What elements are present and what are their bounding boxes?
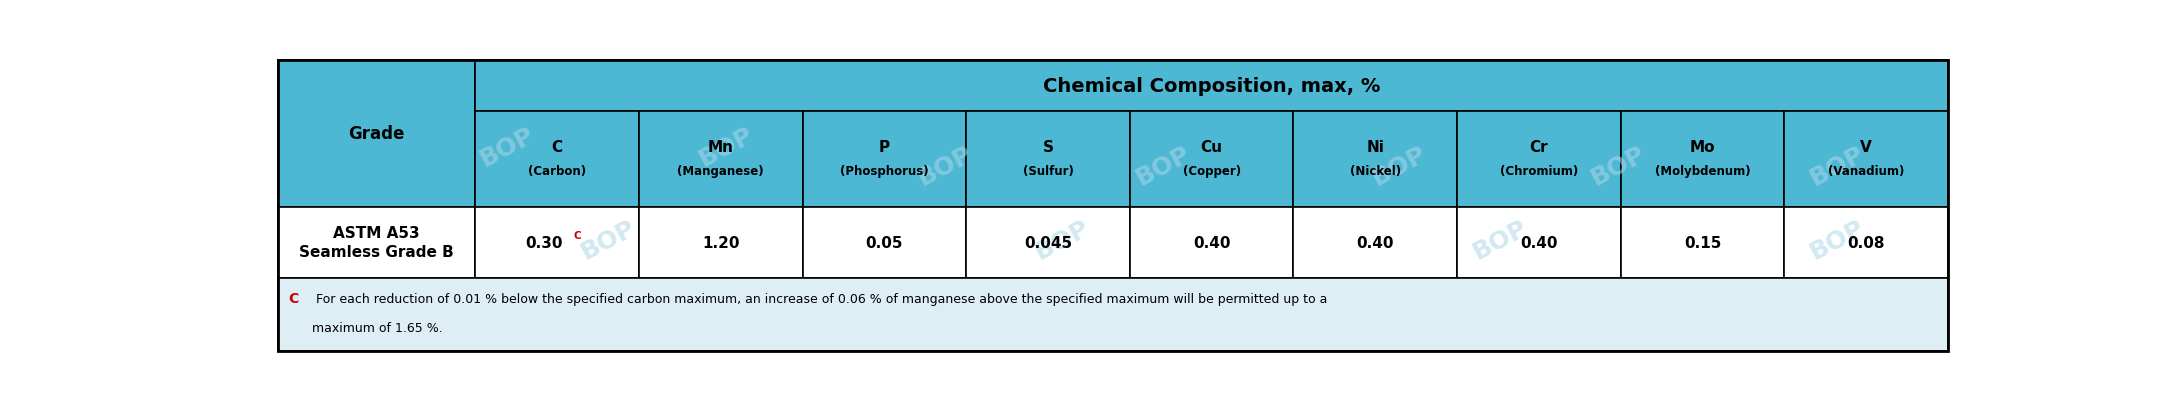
Bar <box>639 111 804 207</box>
Text: C: C <box>573 231 582 241</box>
Text: (Copper): (Copper) <box>1182 165 1240 178</box>
Bar <box>278 61 476 207</box>
Text: C: C <box>289 292 298 306</box>
Bar <box>476 111 639 207</box>
Text: BOP: BOP <box>476 123 539 171</box>
Text: (Carbon): (Carbon) <box>528 165 586 178</box>
Text: BOP: BOP <box>914 141 975 190</box>
Text: V: V <box>1861 139 1872 154</box>
Text: maximum of 1.65 %.: maximum of 1.65 %. <box>313 321 443 334</box>
Bar <box>967 207 1129 278</box>
Text: 1.20: 1.20 <box>702 235 738 250</box>
Text: 0.05: 0.05 <box>867 235 904 250</box>
Bar <box>278 207 476 278</box>
Text: C: C <box>552 139 563 154</box>
Text: BOP: BOP <box>578 215 639 264</box>
Text: (Vanadium): (Vanadium) <box>1829 165 1905 178</box>
Text: BOP: BOP <box>1032 215 1095 264</box>
Text: (Phosphorus): (Phosphorus) <box>841 165 930 178</box>
Bar <box>1295 111 1457 207</box>
Bar <box>639 207 804 278</box>
Bar <box>1129 207 1295 278</box>
Text: ASTM A53: ASTM A53 <box>334 226 419 241</box>
Text: BOP: BOP <box>1805 141 1868 190</box>
Text: Cu: Cu <box>1201 139 1223 154</box>
Text: (Nickel): (Nickel) <box>1349 165 1401 178</box>
Bar <box>1457 111 1620 207</box>
Text: Mn: Mn <box>708 139 734 154</box>
Text: 0.40: 0.40 <box>1192 235 1229 250</box>
Text: BOP: BOP <box>1805 215 1868 264</box>
Text: 0.045: 0.045 <box>1023 235 1073 250</box>
Text: S: S <box>1043 139 1053 154</box>
Text: (Sulfur): (Sulfur) <box>1023 165 1073 178</box>
Text: BOP: BOP <box>1132 141 1195 190</box>
Bar <box>804 207 967 278</box>
Text: BOP: BOP <box>695 123 758 171</box>
Text: BOP: BOP <box>1588 141 1649 190</box>
Text: Ni: Ni <box>1366 139 1384 154</box>
Bar <box>804 111 967 207</box>
Text: Grade: Grade <box>348 125 404 143</box>
Text: 0.30: 0.30 <box>526 235 563 250</box>
Text: 0.40: 0.40 <box>1520 235 1557 250</box>
Text: 0.08: 0.08 <box>1848 235 1885 250</box>
Bar <box>967 111 1129 207</box>
Text: 0.15: 0.15 <box>1683 235 1720 250</box>
Bar <box>1620 207 1785 278</box>
Bar <box>1785 111 1948 207</box>
Text: Mo: Mo <box>1690 139 1716 154</box>
Bar <box>1620 111 1785 207</box>
Bar <box>1457 207 1620 278</box>
Text: (Molybdenum): (Molybdenum) <box>1655 165 1751 178</box>
Text: BOP: BOP <box>1368 141 1431 190</box>
Text: P: P <box>880 139 891 154</box>
Bar <box>1295 207 1457 278</box>
Bar <box>278 278 1948 351</box>
Bar <box>476 207 639 278</box>
Text: (Manganese): (Manganese) <box>678 165 765 178</box>
Text: Chemical Composition, max, %: Chemical Composition, max, % <box>1043 77 1381 95</box>
Bar <box>1785 207 1948 278</box>
Text: Seamless Grade B: Seamless Grade B <box>300 244 454 259</box>
Text: 0.40: 0.40 <box>1358 235 1394 250</box>
Text: BOP: BOP <box>1468 215 1531 264</box>
Text: For each reduction of 0.01 % below the specified carbon maximum, an increase of : For each reduction of 0.01 % below the s… <box>313 292 1327 305</box>
Bar <box>1129 111 1295 207</box>
Text: (Chromium): (Chromium) <box>1501 165 1579 178</box>
Bar <box>476 61 1948 111</box>
Text: Cr: Cr <box>1529 139 1549 154</box>
